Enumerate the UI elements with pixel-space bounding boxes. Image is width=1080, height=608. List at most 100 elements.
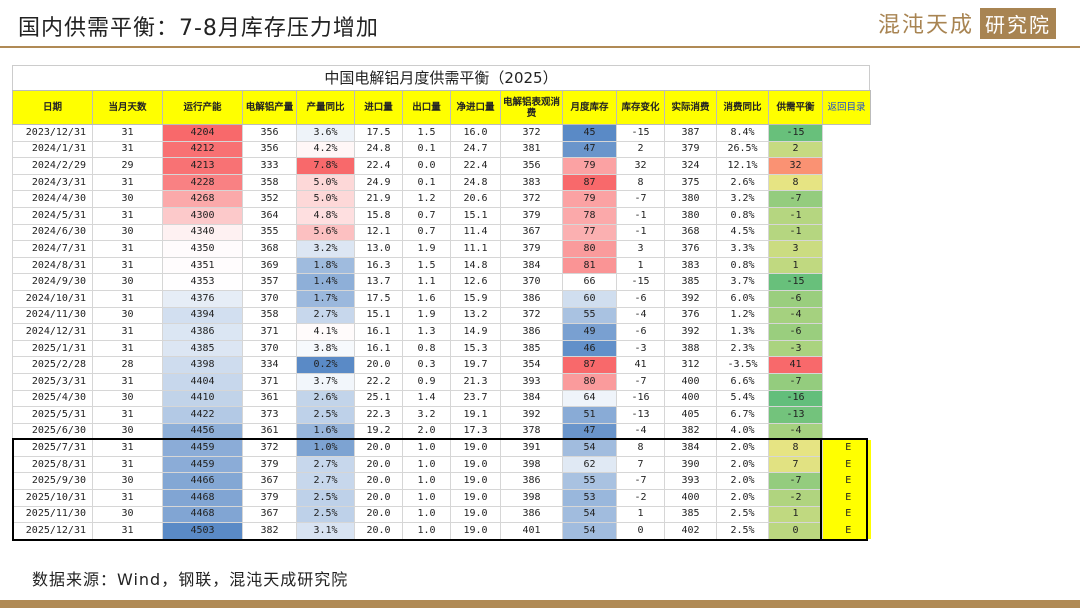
- table-cell: 19.2: [354, 422, 403, 441]
- table-cell: 4.1%: [296, 323, 355, 341]
- table-cell: -4: [768, 422, 823, 441]
- table-cell: 20.0: [354, 439, 403, 457]
- column-header: 电解铝表观消费: [500, 90, 563, 125]
- forecast-flag: E: [822, 439, 871, 457]
- table-cell: 379: [242, 489, 297, 507]
- table-cell: 15.1: [354, 306, 403, 325]
- table-cell: 4300: [162, 206, 243, 225]
- table-cell: 3: [768, 240, 823, 258]
- table-cell: 80: [562, 372, 617, 391]
- table-cell: 17.3: [450, 422, 501, 441]
- table-cell: 2.5%: [296, 505, 355, 524]
- table-cell: 19.0: [450, 489, 501, 507]
- table-cell: 66: [562, 273, 617, 291]
- table-cell: 87: [562, 173, 617, 192]
- table-cell: 368: [242, 240, 297, 258]
- table-row: 2024/2/29 29 4213 333 7.8% 22.4 0.0 22.4 356 79 32…: [12, 157, 871, 175]
- table-cell: 13.2: [450, 306, 501, 325]
- table-cell: 46: [562, 339, 617, 358]
- table-cell: 80: [562, 240, 617, 258]
- table-cell: 2025/4/30: [12, 389, 93, 408]
- table-cell: 3.6%: [296, 124, 355, 142]
- table-cell: 1.0: [402, 439, 451, 457]
- column-header: 消费同比: [716, 90, 769, 125]
- table-cell: 4468: [162, 505, 243, 524]
- table-cell: -1: [616, 206, 665, 225]
- table-cell: 4.0%: [716, 422, 769, 441]
- table-row: 2024/7/31 31 4350 368 3.2% 13.0 1.9 11.1 379 80 3 3…: [12, 240, 871, 258]
- table-cell: 386: [500, 289, 563, 308]
- table-cell: 29: [92, 157, 163, 175]
- table-cell: 372: [242, 439, 297, 457]
- table-cell: 30: [92, 306, 163, 325]
- table-row: 2025/12/31 31 4503 382 3.1% 20.0 1.0 19.0 401 54 0…: [12, 522, 871, 540]
- table-cell: 2.0%: [716, 455, 769, 474]
- table-cell: 30: [92, 389, 163, 408]
- table-cell: 28: [92, 356, 163, 374]
- forecast-flag: E: [822, 489, 871, 507]
- table-row: 2025/3/31 31 4404 371 3.7% 22.2 0.9 21.3 393 80 -7…: [12, 372, 871, 391]
- table-cell: 2025/8/31: [12, 455, 93, 474]
- table-cell: 2024/8/31: [12, 256, 93, 275]
- table-cell: 354: [500, 356, 563, 374]
- table-cell: 2.6%: [296, 389, 355, 408]
- table-cell: 385: [664, 273, 717, 291]
- table-cell: 4459: [162, 455, 243, 474]
- table-cell: 2024/10/31: [12, 289, 93, 308]
- table-cell: 3: [616, 240, 665, 258]
- table-cell: 60: [562, 289, 617, 308]
- table-cell: 8: [768, 173, 823, 192]
- table-cell: 16.1: [354, 323, 403, 341]
- table-cell: 1.9: [402, 306, 451, 325]
- table-cell: 3.7%: [716, 273, 769, 291]
- table-cell: 0.3: [402, 356, 451, 374]
- table-cell: 12.6: [450, 273, 501, 291]
- table-cell: 0.1: [402, 140, 451, 159]
- table-cell: 78: [562, 206, 617, 225]
- table-cell: 2025/12/31: [12, 522, 93, 540]
- table-cell: -1: [768, 223, 823, 242]
- table-cell: 77: [562, 223, 617, 242]
- column-header: 出口量: [402, 90, 451, 125]
- table-cell: 3.2%: [296, 240, 355, 258]
- table-cell: 12.1: [354, 223, 403, 242]
- table-cell: 31: [92, 455, 163, 474]
- table-cell: 2.5%: [296, 489, 355, 507]
- table-cell: 2025/11/30: [12, 505, 93, 524]
- table-cell: 31: [92, 289, 163, 308]
- table-cell: 367: [500, 223, 563, 242]
- table-cell: 13.0: [354, 240, 403, 258]
- column-header: 日期: [12, 90, 93, 125]
- column-header: 电解铝产量: [242, 90, 297, 125]
- table-cell: 385: [664, 505, 717, 524]
- table-cell: 1.6: [402, 289, 451, 308]
- table-cell: 55: [562, 472, 617, 491]
- table-row: 2024/9/30 30 4353 357 1.4% 13.7 1.1 12.6 370 66 -1…: [12, 273, 871, 291]
- table-cell: 0.8%: [716, 206, 769, 225]
- table-cell: 4340: [162, 223, 243, 242]
- table-row: 2024/11/30 30 4394 358 2.7% 15.1 1.9 13.2 372 55-…: [12, 306, 871, 325]
- table-cell: 6.6%: [716, 372, 769, 391]
- table-cell: 4.8%: [296, 206, 355, 225]
- table-cell: 371: [242, 372, 297, 391]
- column-header: 库存变化: [616, 90, 665, 125]
- table-cell: 47: [562, 140, 617, 159]
- table-cell: 62: [562, 455, 617, 474]
- table-cell: 22.2: [354, 372, 403, 391]
- table-cell: 2: [768, 140, 823, 159]
- table-cell: 334: [242, 356, 297, 374]
- page-title: 国内供需平衡：7-8月库存压力增加: [18, 16, 379, 41]
- table-cell: 1.0: [402, 522, 451, 540]
- table-cell: 7: [768, 455, 823, 474]
- forecast-flag: [823, 141, 871, 158]
- table-cell: 4228: [162, 173, 243, 192]
- table-row: 2023/12/31 31 4204 356 3.6% 17.5 1.5 16.0 372 45-…: [12, 124, 871, 142]
- logo-text: 混沌天成: [877, 13, 974, 38]
- table-cell: 4422: [162, 406, 243, 424]
- table-cell: 15.9: [450, 289, 501, 308]
- table-cell: 4204: [162, 124, 243, 142]
- table-cell: 4404: [162, 372, 243, 391]
- header-divider: [0, 46, 1080, 48]
- forecast-flag: [823, 125, 871, 142]
- back-to-contents-link[interactable]: 返回目录: [822, 90, 871, 125]
